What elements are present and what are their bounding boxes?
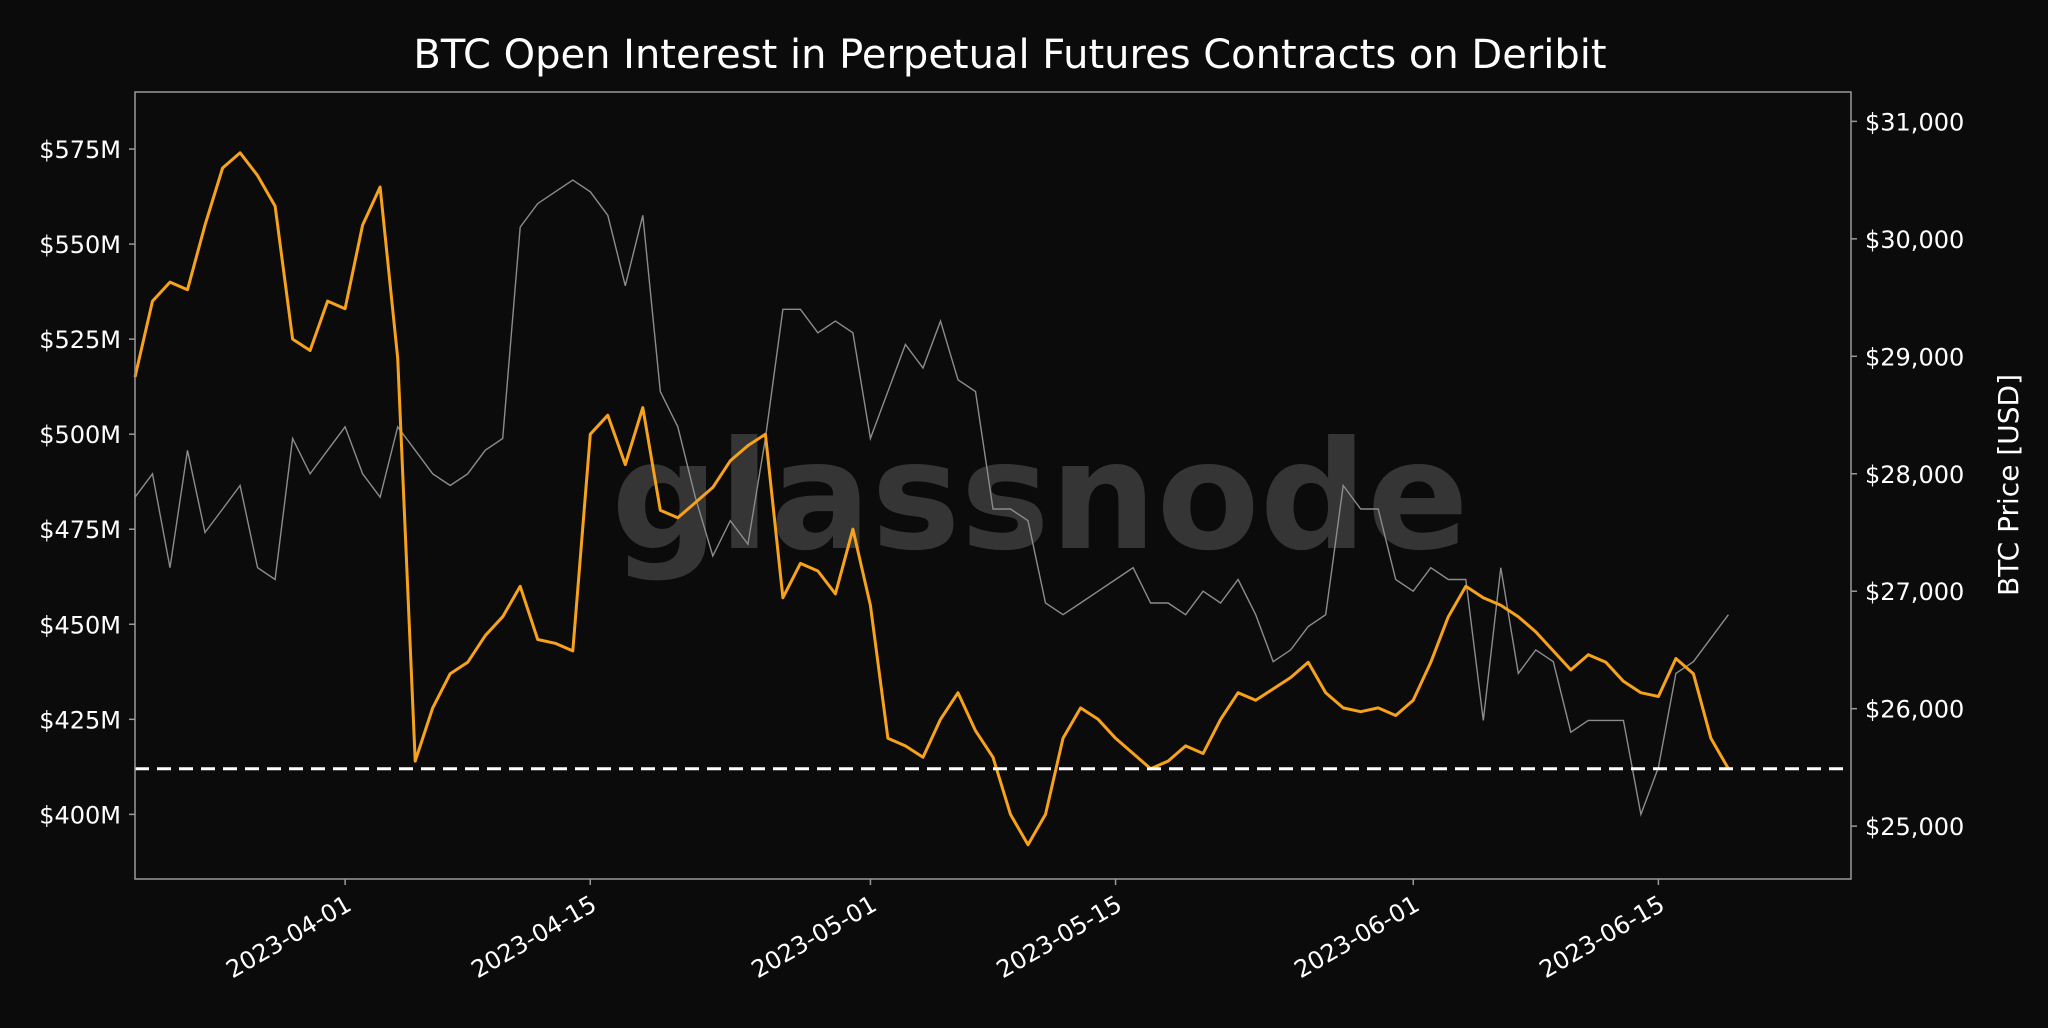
- left-tick-label: $450M: [39, 611, 121, 639]
- plot-area: [133, 151, 1851, 847]
- plot-frame: [134, 91, 1852, 880]
- left-tick-label: $525M: [39, 326, 121, 354]
- left-tick-label: $500M: [39, 421, 121, 449]
- left-tick-label: $575M: [39, 136, 121, 164]
- left-tick-label: $475M: [39, 516, 121, 544]
- open-interest-line: [133, 151, 1730, 847]
- left-y-axis: $575M $550M $525M $500M $475M $450M $425M $400M: [39, 136, 135, 829]
- right-tick-label: $30,000: [1865, 226, 1964, 254]
- right-y-axis: $31,000 $30,000 $29,000 $28,000 $27,000 $26,0…: [1851, 108, 1964, 841]
- left-tick-label: $550M: [39, 231, 121, 259]
- right-tick-label: $26,000: [1865, 696, 1964, 724]
- right-axis-label: BTC Price [USD]: [1992, 374, 2025, 596]
- right-tick-label: $25,000: [1865, 813, 1964, 841]
- right-tick-label: $28,000: [1865, 461, 1964, 489]
- left-tick-label: $425M: [39, 706, 121, 734]
- glassnode-watermark: glassnode: [611, 410, 1469, 584]
- left-tick-label: $400M: [39, 801, 121, 829]
- chart-title: BTC Open Interest in Perpetual Futures C…: [413, 32, 1606, 78]
- right-tick-label: $29,000: [1865, 343, 1964, 371]
- right-tick-label: $31,000: [1865, 108, 1964, 136]
- right-tick-label: $27,000: [1865, 578, 1964, 606]
